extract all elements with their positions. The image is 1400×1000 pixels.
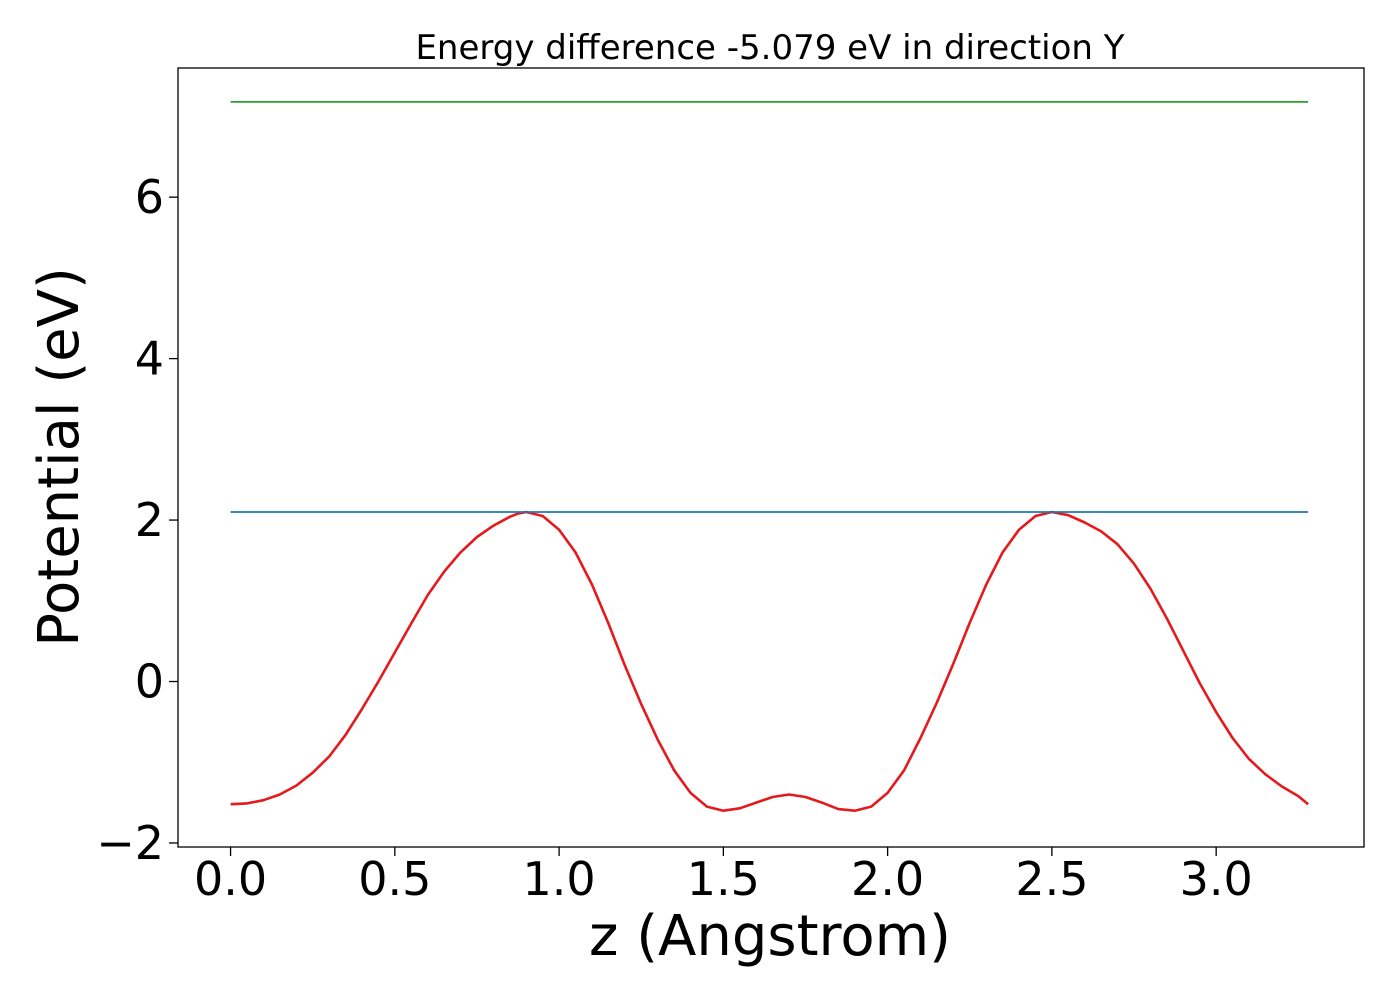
series-line-1 [230, 510, 1309, 813]
y-axis-label: Potential (eV) [27, 267, 92, 647]
y-tick-label: 6 [135, 170, 164, 224]
x-axis-label: z (Angstrom) [589, 904, 951, 969]
x-tick-label: 3.0 [1180, 852, 1253, 906]
y-tick-label: −2 [96, 816, 164, 870]
x-tick-label: 2.5 [1015, 852, 1088, 906]
y-tick-label: 2 [135, 493, 164, 547]
x-tick-label: 1.5 [687, 852, 760, 906]
x-tick-label: 1.0 [523, 852, 596, 906]
x-tick-label: 2.0 [851, 852, 924, 906]
x-axis: 0.0 0.5 1.0 1.5 2.0 2.5 3.0 [194, 847, 1253, 906]
x-tick-label: 0.0 [194, 852, 267, 906]
y-axis: −2 0 2 4 6 [96, 170, 178, 870]
series-layer [230, 101, 1309, 813]
x-tick-label: 0.5 [358, 852, 431, 906]
y-tick-label: 4 [135, 332, 164, 386]
chart-title: Energy difference -5.079 eV in direction… [415, 28, 1124, 68]
plot-frame [177, 67, 1365, 848]
y-tick-label: 0 [135, 655, 164, 709]
